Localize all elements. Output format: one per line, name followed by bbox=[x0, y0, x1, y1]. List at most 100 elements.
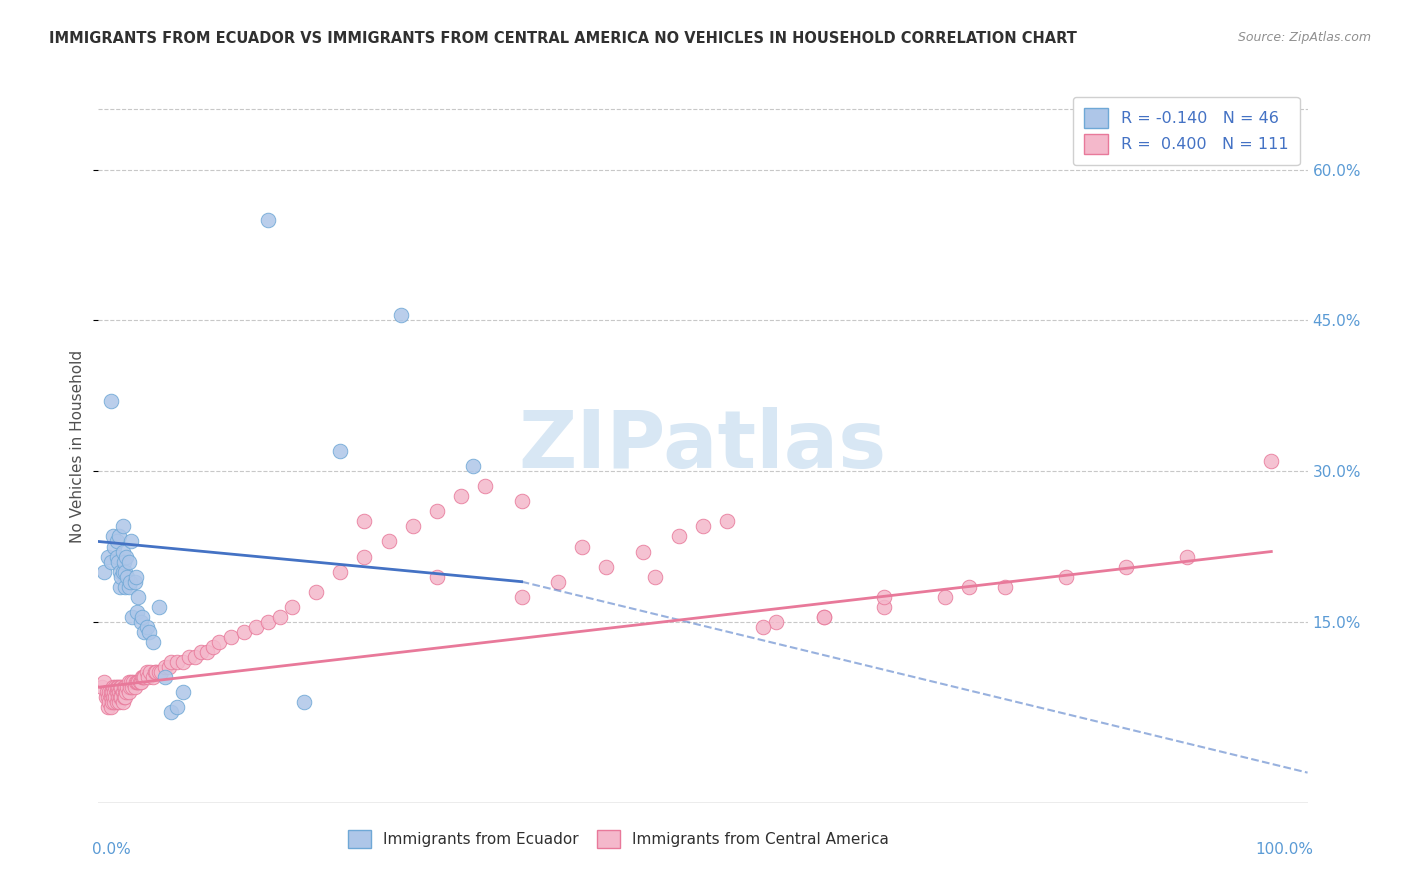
Point bbox=[143, 665, 166, 680]
Point bbox=[103, 540, 125, 554]
Point bbox=[668, 529, 690, 543]
Point bbox=[157, 660, 180, 674]
Point bbox=[172, 685, 194, 699]
Point bbox=[292, 695, 315, 709]
Point bbox=[121, 610, 143, 624]
Point bbox=[402, 519, 425, 533]
Point bbox=[108, 695, 131, 709]
Point bbox=[107, 555, 129, 569]
Point bbox=[450, 489, 472, 503]
Point bbox=[135, 665, 157, 680]
Point bbox=[114, 580, 136, 594]
Point bbox=[129, 675, 152, 690]
Point bbox=[117, 680, 139, 694]
Point bbox=[135, 620, 157, 634]
Point bbox=[104, 690, 127, 705]
Point bbox=[120, 534, 142, 549]
Point bbox=[994, 580, 1017, 594]
Point bbox=[474, 479, 496, 493]
Point bbox=[813, 610, 835, 624]
Point bbox=[136, 670, 159, 684]
Point bbox=[118, 580, 141, 594]
Point bbox=[269, 610, 291, 624]
Point bbox=[752, 620, 775, 634]
Point bbox=[98, 685, 121, 699]
Text: IMMIGRANTS FROM ECUADOR VS IMMIGRANTS FROM CENTRAL AMERICA NO VEHICLES IN HOUSEH: IMMIGRANTS FROM ECUADOR VS IMMIGRANTS FR… bbox=[49, 31, 1077, 46]
Point bbox=[96, 685, 118, 699]
Point bbox=[377, 534, 399, 549]
Point bbox=[172, 655, 194, 669]
Point bbox=[142, 670, 165, 684]
Point bbox=[115, 549, 138, 564]
Point bbox=[132, 670, 155, 684]
Point bbox=[281, 599, 304, 614]
Point bbox=[134, 624, 156, 639]
Point bbox=[100, 393, 122, 408]
Point bbox=[115, 685, 138, 699]
Point bbox=[195, 645, 218, 659]
Point bbox=[105, 549, 128, 564]
Point bbox=[93, 565, 115, 579]
Point bbox=[127, 590, 149, 604]
Point bbox=[111, 519, 134, 533]
Point bbox=[595, 559, 617, 574]
Point bbox=[118, 685, 141, 699]
Point bbox=[108, 529, 131, 543]
Point bbox=[510, 590, 533, 604]
Point bbox=[112, 680, 135, 694]
Point bbox=[117, 569, 139, 583]
Point bbox=[103, 695, 125, 709]
Point bbox=[1175, 549, 1198, 564]
Point bbox=[112, 690, 135, 705]
Point bbox=[873, 590, 896, 604]
Text: Source: ZipAtlas.com: Source: ZipAtlas.com bbox=[1237, 31, 1371, 45]
Point bbox=[108, 690, 131, 705]
Point bbox=[510, 494, 533, 508]
Point bbox=[202, 640, 225, 654]
Point bbox=[389, 309, 412, 323]
Point bbox=[101, 529, 124, 543]
Point bbox=[121, 680, 143, 694]
Point bbox=[131, 610, 153, 624]
Point bbox=[100, 690, 122, 705]
Point bbox=[114, 565, 136, 579]
Point bbox=[97, 549, 120, 564]
Point bbox=[105, 534, 128, 549]
Point bbox=[128, 675, 150, 690]
Point bbox=[118, 680, 141, 694]
Point bbox=[91, 680, 114, 694]
Point bbox=[139, 665, 162, 680]
Point bbox=[100, 695, 122, 709]
Point bbox=[716, 515, 738, 529]
Point bbox=[179, 650, 201, 665]
Point bbox=[221, 630, 243, 644]
Point bbox=[329, 444, 352, 458]
Point bbox=[124, 680, 146, 694]
Point bbox=[127, 675, 149, 690]
Legend: Immigrants from Ecuador, Immigrants from Central America: Immigrants from Ecuador, Immigrants from… bbox=[340, 822, 897, 855]
Point bbox=[208, 635, 231, 649]
Point bbox=[166, 700, 188, 714]
Point bbox=[426, 504, 449, 518]
Point bbox=[145, 665, 167, 680]
Point bbox=[97, 700, 120, 714]
Point bbox=[153, 670, 176, 684]
Point bbox=[100, 685, 122, 699]
Point bbox=[353, 549, 375, 564]
Point bbox=[100, 700, 122, 714]
Point bbox=[142, 635, 165, 649]
Point bbox=[150, 665, 173, 680]
Point bbox=[153, 660, 176, 674]
Point bbox=[120, 675, 142, 690]
Point bbox=[148, 599, 170, 614]
Point bbox=[127, 605, 149, 619]
Point bbox=[111, 695, 134, 709]
Point bbox=[571, 540, 593, 554]
Point bbox=[94, 690, 117, 705]
Point bbox=[353, 515, 375, 529]
Point bbox=[107, 680, 129, 694]
Point bbox=[100, 555, 122, 569]
Point bbox=[692, 519, 714, 533]
Text: 100.0%: 100.0% bbox=[1256, 842, 1313, 857]
Point bbox=[108, 680, 131, 694]
